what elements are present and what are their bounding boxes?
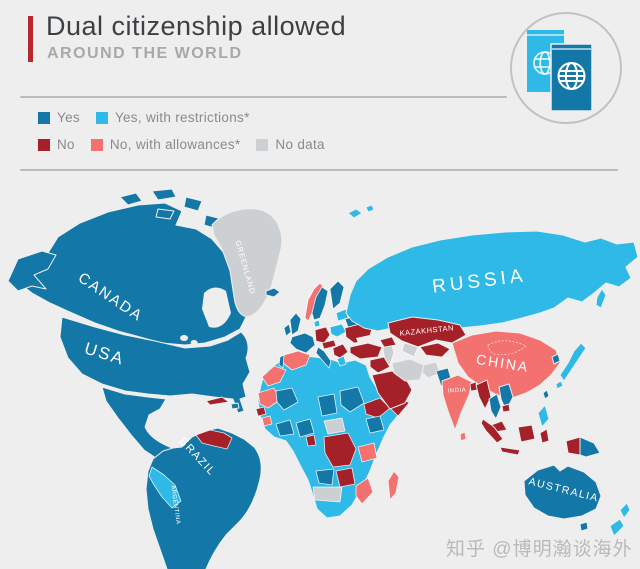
region-india (441, 374, 473, 431)
page-subtitle: AROUND THE WORLD (47, 45, 243, 62)
legend-label: Yes, with restrictions* (114, 110, 250, 125)
region-greenland (211, 208, 283, 318)
region-cambodia (501, 403, 511, 413)
region-philippines (537, 404, 550, 428)
map-label-argentina: ARGENTINA (169, 485, 180, 525)
region-namibia-botswana (312, 486, 343, 503)
region-svalbard (347, 204, 375, 219)
region-poland (329, 323, 347, 338)
region-kenya (365, 415, 385, 434)
region-venezuela (195, 429, 233, 450)
region-turkey (349, 342, 383, 360)
legend-row-2: No No, with allowances* No data (38, 137, 325, 152)
watermark: 知乎 @博明瀚谈海外 (446, 539, 633, 560)
region-tanzania (357, 442, 378, 463)
region-cameroon (305, 434, 317, 447)
legend-item-yes: Yes (38, 110, 80, 125)
legend-separator-line (20, 169, 618, 171)
region-chad (317, 393, 338, 417)
legend-swatch-yes (38, 111, 50, 124)
region-syria-iraq (369, 356, 391, 374)
region-australia (523, 464, 602, 520)
region-japan (555, 342, 587, 390)
region-austria-hungary (321, 339, 337, 350)
region-sweden (311, 286, 329, 321)
map-label-india: INDIA (448, 388, 467, 395)
hudson-bay (202, 287, 231, 328)
region-sudan (339, 386, 365, 413)
region-new-zealand (609, 502, 631, 537)
legend-item-no-data: No data (256, 137, 325, 152)
region-senegal (255, 406, 267, 417)
globe-icon (557, 62, 586, 90)
region-italy (315, 346, 332, 369)
region-tasmania (579, 521, 589, 532)
legend-row-1: Yes Yes, with restrictions* (38, 110, 250, 125)
region-drc (323, 432, 357, 468)
region-ivory-coast-ghana (275, 419, 295, 437)
great-lakes (180, 335, 198, 345)
region-alaska (7, 250, 57, 292)
region-zambia-zimbabwe (335, 467, 356, 488)
region-uzbekistan (419, 342, 451, 358)
region-portugal (278, 354, 285, 369)
region-sakhalin (595, 288, 607, 309)
region-iceland (265, 287, 281, 298)
region-nigeria (295, 418, 315, 438)
legend-label: Yes (57, 110, 80, 125)
legend-swatch-no-allowances (90, 138, 103, 151)
region-caucasus (379, 336, 397, 348)
region-sri-lanka (459, 431, 467, 442)
region-cuba (205, 396, 230, 406)
region-angola (315, 468, 335, 486)
region-guinea (261, 415, 273, 427)
region-usa (59, 316, 251, 414)
region-myanmar (475, 379, 492, 410)
region-peru-ecuador (148, 466, 182, 509)
world-map: CANADA USA GREENLAND RUSSIA KAZAKHSTAN C… (7, 188, 639, 569)
mongolia-border (487, 340, 527, 356)
legend-item-no-allowances: No, with allowances* (90, 137, 241, 152)
passport-front-icon (550, 43, 593, 112)
region-hispaniola (230, 402, 240, 410)
region-south-america (145, 427, 262, 569)
region-taiwan (542, 389, 550, 400)
region-indonesia (480, 418, 550, 456)
region-papua-new-guinea (579, 436, 601, 458)
region-central-african-republic (323, 417, 346, 435)
legend-label: No (57, 137, 75, 152)
region-thailand (488, 393, 502, 420)
region-mauritania (257, 387, 281, 409)
region-denmark (313, 319, 321, 328)
legend-swatch-no-data (256, 138, 269, 151)
region-germany (314, 326, 331, 344)
region-madagascar (387, 470, 400, 501)
legend-swatch-yes-restrictions (95, 111, 108, 124)
region-greece (336, 355, 347, 367)
header-separator-line (20, 96, 507, 98)
region-mozambique (355, 477, 374, 505)
region-new-guinea-west (565, 436, 581, 456)
region-france (289, 332, 316, 354)
legend-swatch-no (38, 138, 50, 151)
page-title: Dual citizenship allowed (46, 11, 347, 41)
legend-label: No, with allowances* (109, 137, 241, 152)
region-mali (275, 387, 299, 411)
black-sea (356, 335, 378, 344)
region-turkmenistan (401, 342, 419, 358)
region-balkans (332, 343, 349, 359)
accent-bar (28, 16, 33, 62)
region-morocco (261, 365, 287, 387)
region-uk (289, 312, 302, 336)
legend-item-yes-restrictions: Yes, with restrictions* (95, 110, 250, 125)
passports-badge (510, 12, 622, 124)
legend-label: No data (275, 137, 325, 152)
region-afghanistan (421, 361, 441, 379)
region-finland (329, 280, 345, 310)
region-south-korea (551, 353, 561, 365)
region-iran (391, 358, 425, 382)
legend-item-no: No (38, 137, 75, 152)
region-ireland (283, 323, 292, 337)
region-ethiopia (363, 397, 391, 419)
